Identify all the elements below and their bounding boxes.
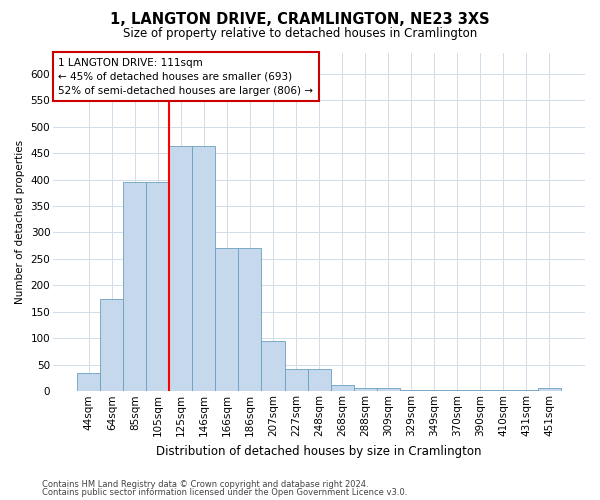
Bar <box>193 146 215 392</box>
Bar <box>422 390 446 392</box>
Bar <box>515 390 538 392</box>
Bar <box>124 182 146 392</box>
Bar <box>262 341 284 392</box>
Bar <box>446 390 469 392</box>
Bar <box>238 248 262 392</box>
Y-axis label: Number of detached properties: Number of detached properties <box>15 140 25 304</box>
Bar <box>215 248 238 392</box>
Bar <box>353 388 377 392</box>
Bar <box>169 146 193 392</box>
Text: Size of property relative to detached houses in Cramlington: Size of property relative to detached ho… <box>123 28 477 40</box>
Bar <box>77 372 100 392</box>
Text: Contains HM Land Registry data © Crown copyright and database right 2024.: Contains HM Land Registry data © Crown c… <box>42 480 368 489</box>
Bar <box>146 182 169 392</box>
Bar <box>469 390 492 392</box>
Bar <box>538 388 561 392</box>
Text: 1 LANGTON DRIVE: 111sqm
← 45% of detached houses are smaller (693)
52% of semi-d: 1 LANGTON DRIVE: 111sqm ← 45% of detache… <box>58 58 313 96</box>
X-axis label: Distribution of detached houses by size in Cramlington: Distribution of detached houses by size … <box>156 444 482 458</box>
Bar <box>377 388 400 392</box>
Bar <box>492 390 515 392</box>
Text: 1, LANGTON DRIVE, CRAMLINGTON, NE23 3XS: 1, LANGTON DRIVE, CRAMLINGTON, NE23 3XS <box>110 12 490 28</box>
Bar <box>400 390 422 392</box>
Bar <box>284 369 308 392</box>
Text: Contains public sector information licensed under the Open Government Licence v3: Contains public sector information licen… <box>42 488 407 497</box>
Bar <box>331 385 353 392</box>
Bar <box>100 298 124 392</box>
Bar <box>308 369 331 392</box>
